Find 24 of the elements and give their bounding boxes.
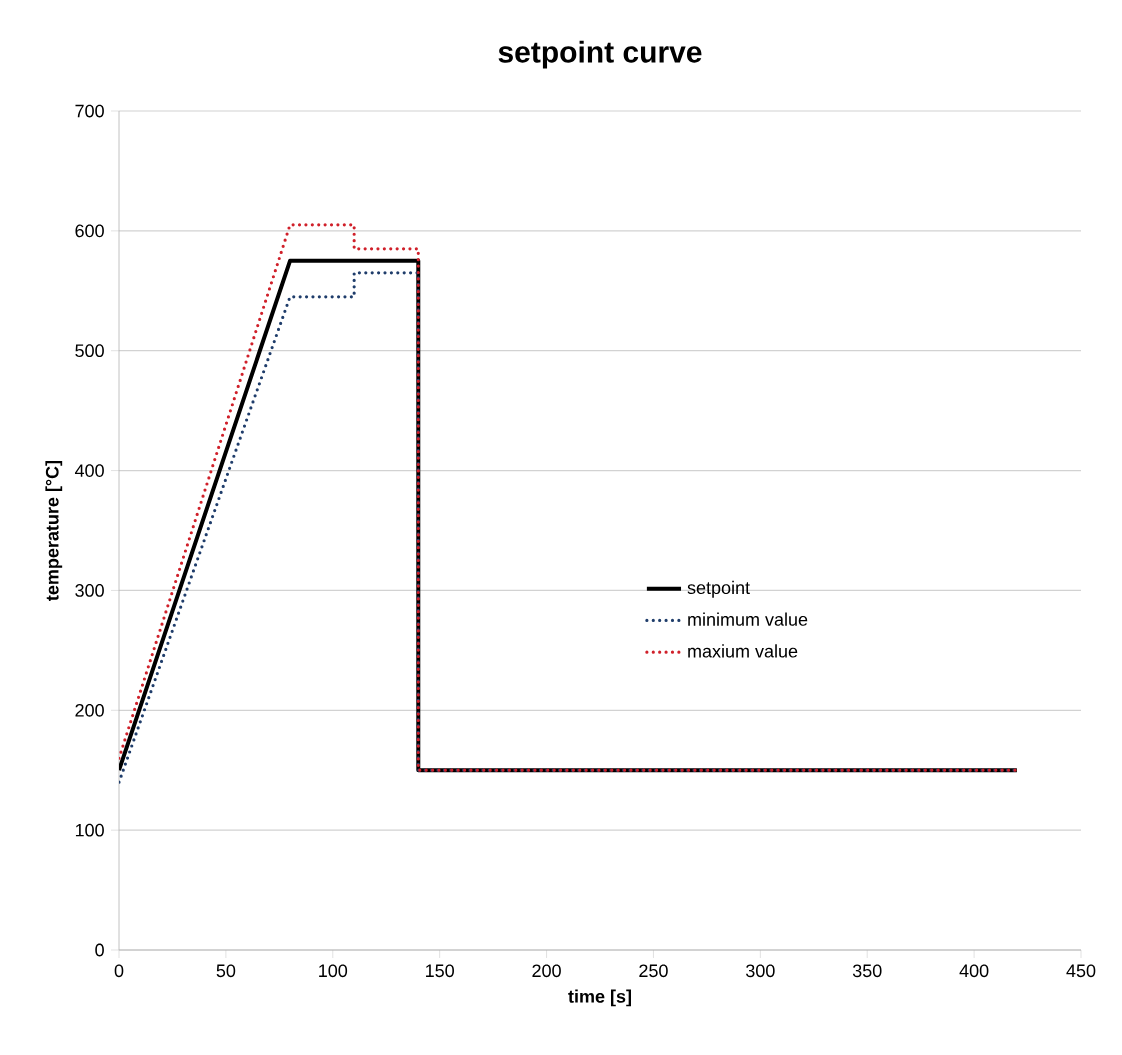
x-tick-label: 400 bbox=[959, 964, 989, 978]
x-tick-label: 100 bbox=[319, 964, 348, 978]
x-tick-label: 250 bbox=[639, 964, 668, 978]
chart-title: setpoint curve bbox=[498, 40, 702, 69]
y-tick-label: 700 bbox=[75, 104, 104, 118]
x-tick-label: 450 bbox=[1066, 964, 1096, 978]
legend-label: minimum value bbox=[688, 612, 808, 626]
x-tick-label: 200 bbox=[532, 964, 561, 978]
y-tick-label: 200 bbox=[75, 703, 104, 717]
x-axis-title: time [s] bbox=[568, 989, 631, 1007]
x-tick-label: 300 bbox=[746, 964, 775, 978]
y-axis-title: temperature [°C] bbox=[45, 460, 63, 601]
y-tick-label: 100 bbox=[75, 823, 104, 837]
x-tick-label: 350 bbox=[852, 964, 882, 978]
legend-label: maxium value bbox=[688, 644, 798, 658]
x-tick-label: 50 bbox=[216, 964, 236, 978]
y-tick-label: 300 bbox=[75, 584, 104, 597]
y-tick-label: 0 bbox=[95, 943, 104, 957]
y-tick-label: 400 bbox=[74, 464, 104, 477]
x-tick-label: 150 bbox=[426, 964, 454, 978]
y-tick-label: 500 bbox=[75, 344, 104, 358]
y-tick-label: 600 bbox=[75, 224, 104, 238]
x-tick-label: 0 bbox=[114, 964, 124, 978]
legend-label: setpoint bbox=[687, 580, 750, 598]
